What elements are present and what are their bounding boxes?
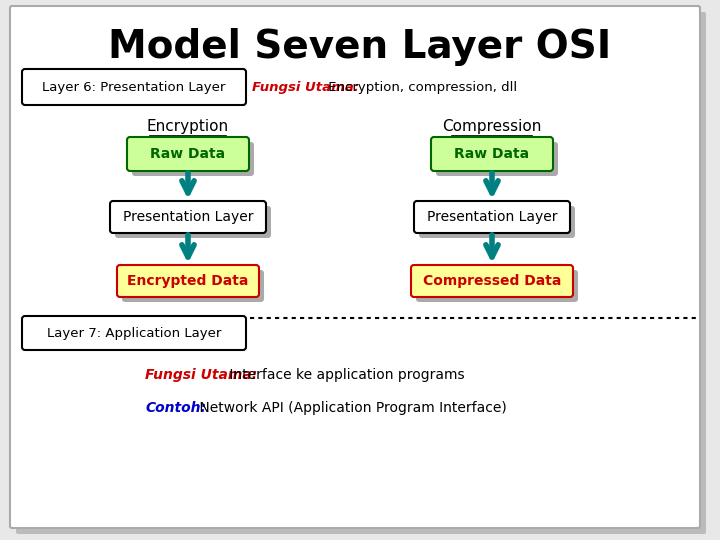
FancyBboxPatch shape [416, 270, 578, 302]
FancyBboxPatch shape [419, 206, 575, 238]
Text: Raw Data: Raw Data [150, 147, 225, 161]
FancyBboxPatch shape [115, 206, 271, 238]
FancyBboxPatch shape [16, 12, 706, 534]
FancyBboxPatch shape [117, 265, 259, 297]
FancyBboxPatch shape [132, 142, 254, 176]
FancyBboxPatch shape [22, 316, 246, 350]
Text: Encrypted Data: Encrypted Data [127, 274, 248, 288]
Text: Fungsi Utama:: Fungsi Utama: [145, 368, 257, 382]
Text: Presentation Layer: Presentation Layer [122, 210, 253, 224]
Text: Network API (Application Program Interface): Network API (Application Program Interfa… [195, 401, 507, 415]
FancyBboxPatch shape [411, 265, 573, 297]
Text: Fungsi Utama:: Fungsi Utama: [252, 80, 359, 93]
Text: Compression: Compression [442, 119, 541, 134]
Text: Encryption, compression, dll: Encryption, compression, dll [324, 80, 517, 93]
FancyBboxPatch shape [10, 6, 700, 528]
Text: Raw Data: Raw Data [454, 147, 530, 161]
Text: Contoh:: Contoh: [145, 401, 206, 415]
FancyBboxPatch shape [122, 270, 264, 302]
Text: Layer 6: Presentation Layer: Layer 6: Presentation Layer [42, 80, 225, 93]
Text: Compressed Data: Compressed Data [423, 274, 561, 288]
Text: Model Seven Layer OSI: Model Seven Layer OSI [109, 28, 611, 66]
FancyBboxPatch shape [22, 69, 246, 105]
Text: Presentation Layer: Presentation Layer [427, 210, 557, 224]
FancyBboxPatch shape [431, 137, 553, 171]
Text: Encryption: Encryption [147, 119, 229, 134]
FancyBboxPatch shape [436, 142, 558, 176]
Text: Interface ke application programs: Interface ke application programs [225, 368, 464, 382]
FancyBboxPatch shape [110, 201, 266, 233]
FancyBboxPatch shape [127, 137, 249, 171]
Text: Layer 7: Application Layer: Layer 7: Application Layer [47, 327, 221, 340]
FancyBboxPatch shape [414, 201, 570, 233]
